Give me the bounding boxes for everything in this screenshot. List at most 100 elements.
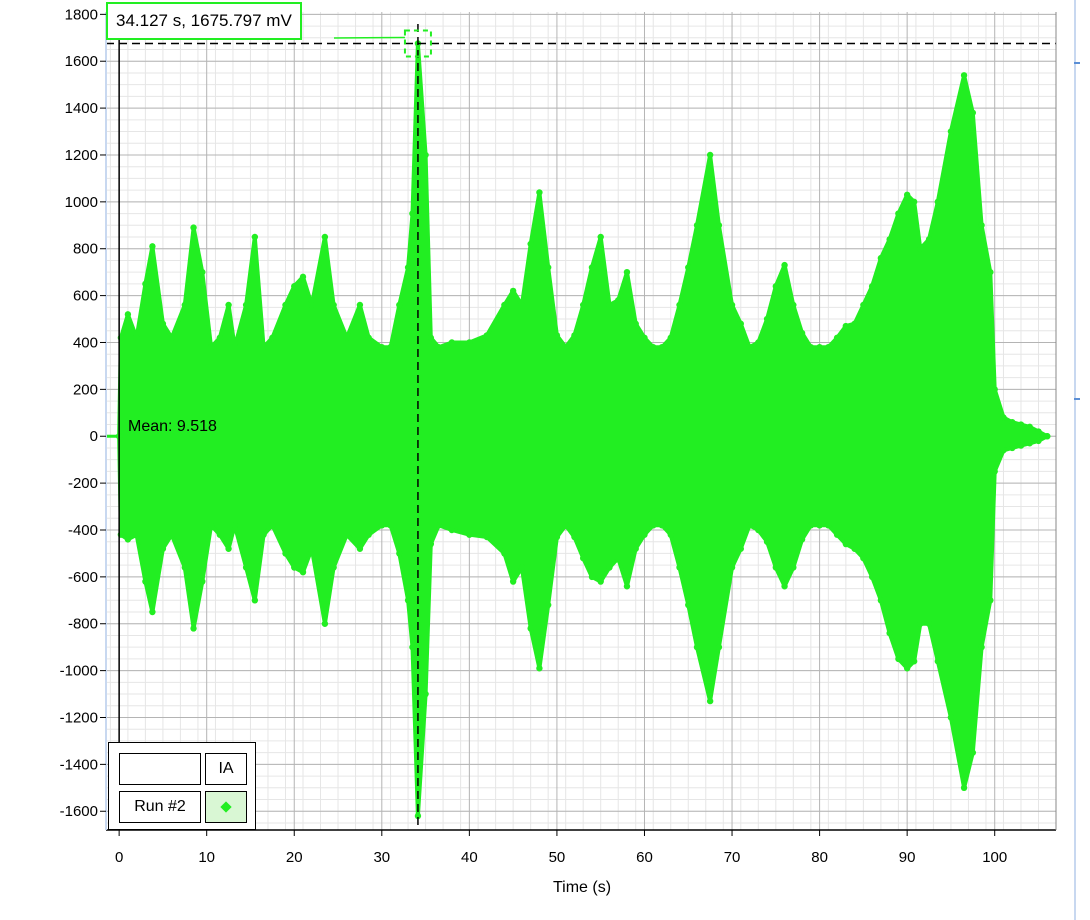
data-point [934,658,941,665]
data-point [934,198,941,206]
data-point [895,655,902,663]
data-point [825,343,832,351]
data-point [969,109,977,116]
data-point [260,531,267,538]
data-point [435,522,442,529]
data-point [1026,440,1033,447]
data-point [886,236,893,243]
data-point [685,601,692,609]
data-point [536,665,543,672]
mean-label: Mean: 9.518 [128,418,217,435]
data-point [343,334,350,341]
cursor-overlay [106,24,1056,830]
data-point [299,568,307,576]
x-tick-label: 100 [982,849,1007,866]
data-point [597,578,604,585]
data-point [1044,433,1051,440]
data-point [190,224,197,231]
data-point [1017,421,1025,428]
data-point [715,222,723,229]
data-point [851,320,858,327]
data-point [308,301,315,309]
series-run-2 [106,40,1051,820]
data-point [427,334,435,341]
data-point [159,545,167,552]
data-point [1017,442,1025,449]
data-point [632,545,639,552]
data-point [706,151,714,159]
data-point [571,332,578,339]
data-point [133,334,140,341]
legend-header: IA [205,753,247,785]
data-point [414,812,422,820]
x-tick-label: 80 [811,849,828,866]
data-point [978,222,985,229]
legend-run-label[interactable]: Run #2 [119,791,201,823]
data-point [910,198,918,206]
data-point [658,343,666,351]
data-point [925,620,933,627]
data-point [427,540,435,548]
data-point [225,545,232,552]
data-point [1000,447,1007,454]
data-point [991,386,998,393]
data-point [833,531,841,538]
data-point [142,578,149,585]
right-panel-edge [1070,0,1090,920]
data-point [518,564,526,571]
x-tick-label: 50 [549,849,566,866]
data-point [969,749,977,756]
data-point [142,280,149,288]
data-point [910,658,918,665]
data-point [798,536,806,543]
y-tick-label: -400 [68,522,98,539]
data-point [562,343,569,351]
data-point [501,301,508,309]
y-tick-label: -1000 [60,663,98,680]
data-point [378,522,386,529]
data-point [260,343,267,351]
data-point [378,343,386,351]
data-point [216,531,224,538]
x-tick-label: 70 [724,849,741,866]
legend: IA Run #2 [108,742,256,830]
data-point [842,322,850,330]
data-point [231,522,238,529]
x-tick-label: 30 [373,849,390,866]
data-point [960,784,968,792]
data-point [877,254,885,262]
data-point [991,468,998,475]
data-point [448,339,456,346]
y-tick-label: 600 [73,288,98,305]
data-point [483,332,491,339]
x-tick-label: 90 [899,849,916,866]
data-point [225,301,232,309]
data-point [746,343,753,351]
data-point [365,334,372,341]
y-tick-label: 400 [73,334,98,351]
data-point [321,620,329,627]
data-point [1009,444,1016,452]
x-tick-label: 0 [115,849,123,866]
data-point [886,629,893,637]
right-tick-mid [1074,398,1080,400]
y-tick-label: 1400 [65,100,98,117]
data-point [685,264,692,271]
data-point [343,531,350,538]
data-point [321,233,329,241]
data-point [282,550,289,557]
data-point [199,268,206,276]
data-point [387,343,394,351]
data-point [181,564,189,571]
data-point [728,564,736,571]
data-point [527,240,534,248]
y-tick-label: -1400 [60,756,98,773]
data-point [168,334,175,341]
legend-run-swatch[interactable] [205,791,247,823]
data-point [623,268,631,276]
x-tick-label: 10 [198,849,215,866]
data-point [632,320,639,327]
y-tick-label: 1000 [65,194,98,211]
data-point [466,339,473,346]
data-point [895,210,902,217]
